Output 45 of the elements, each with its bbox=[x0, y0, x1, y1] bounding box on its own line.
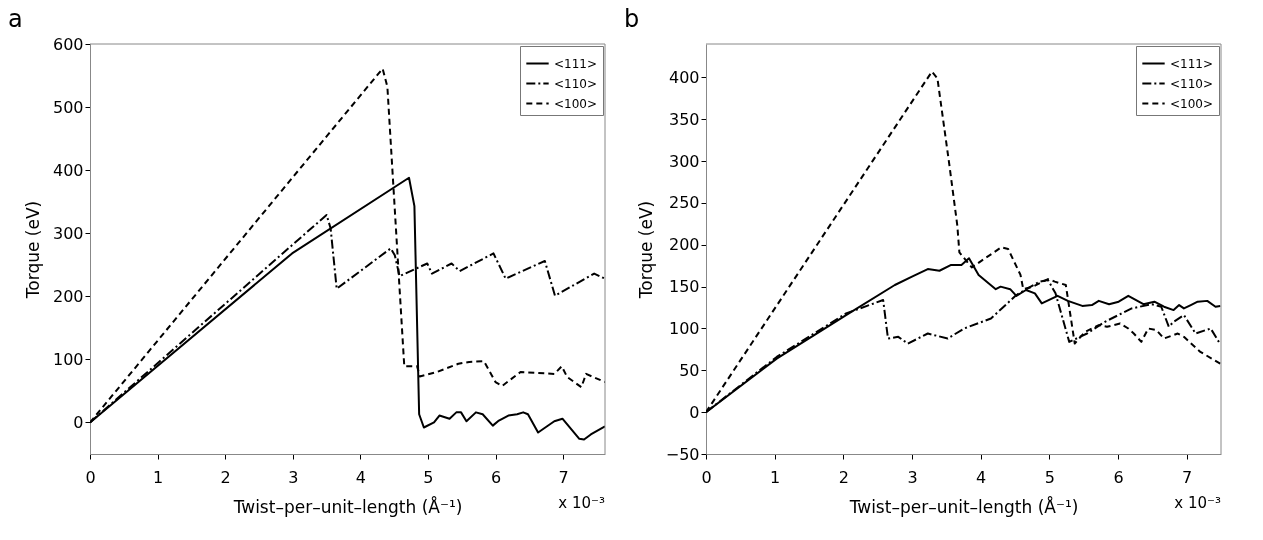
x-tick-label: 3 bbox=[907, 467, 918, 487]
y-tick-label: 400 bbox=[52, 160, 84, 180]
x-axis-title: Twist–per–unit–length (Å⁻¹) bbox=[848, 495, 1079, 517]
x-axis-title: Twist–per–unit–length (Å⁻¹) bbox=[232, 495, 463, 517]
y-tick-label: 100 bbox=[52, 349, 84, 369]
y-axis-title: Torque (eV) bbox=[22, 200, 43, 300]
y-tick-label: 150 bbox=[668, 277, 700, 297]
x-tick-label: 4 bbox=[976, 467, 987, 487]
x-tick-label: 6 bbox=[490, 467, 502, 487]
y-tick-label: 300 bbox=[668, 151, 700, 171]
text: x 10⁻³ bbox=[558, 494, 605, 512]
x-tick-label: 7 bbox=[1182, 467, 1193, 487]
y-tick-label: 0 bbox=[73, 412, 84, 432]
y-axis-title: Torque (eV) bbox=[635, 200, 656, 300]
legend-label: <110> bbox=[554, 76, 598, 91]
legend-label: <100> bbox=[554, 96, 598, 111]
y-tick-label: 200 bbox=[668, 235, 700, 255]
x-tick-label: 2 bbox=[838, 467, 849, 487]
x-tick-label: 3 bbox=[288, 467, 299, 487]
x-tick-label: 5 bbox=[423, 467, 434, 487]
y-tick-label: 100 bbox=[668, 318, 700, 338]
y-tick-label: 300 bbox=[52, 223, 84, 243]
y-tick-label: 500 bbox=[52, 97, 84, 117]
text: x 10⁻³ bbox=[1174, 494, 1221, 512]
y-tick-label: 200 bbox=[52, 286, 84, 306]
x-tick-label: 1 bbox=[152, 467, 164, 487]
x-tick-label: 6 bbox=[1113, 467, 1124, 487]
x-tick-label: 5 bbox=[1044, 467, 1055, 487]
legend-label: <111> bbox=[554, 56, 598, 71]
y-tick-label: 0 bbox=[689, 402, 700, 422]
x-tick-label: 2 bbox=[220, 467, 231, 487]
y-tick-label: 250 bbox=[668, 193, 700, 213]
x-tick-label: 1 bbox=[770, 467, 781, 487]
y-tick-label: −50 bbox=[665, 444, 700, 464]
y-tick-label: 50 bbox=[679, 360, 700, 380]
x-tick-label: 7 bbox=[558, 467, 569, 487]
y-tick-label: 350 bbox=[668, 109, 700, 129]
x-tick-label: 4 bbox=[355, 467, 366, 487]
legend-label: <110> bbox=[1170, 76, 1214, 91]
y-tick-label: 600 bbox=[52, 34, 84, 54]
chart-title: a bbox=[8, 5, 23, 33]
y-tick-label: 400 bbox=[668, 67, 700, 87]
legend-label: <111> bbox=[1170, 56, 1214, 71]
legend-label: <100> bbox=[1170, 96, 1214, 111]
chart-title: b bbox=[624, 5, 640, 33]
